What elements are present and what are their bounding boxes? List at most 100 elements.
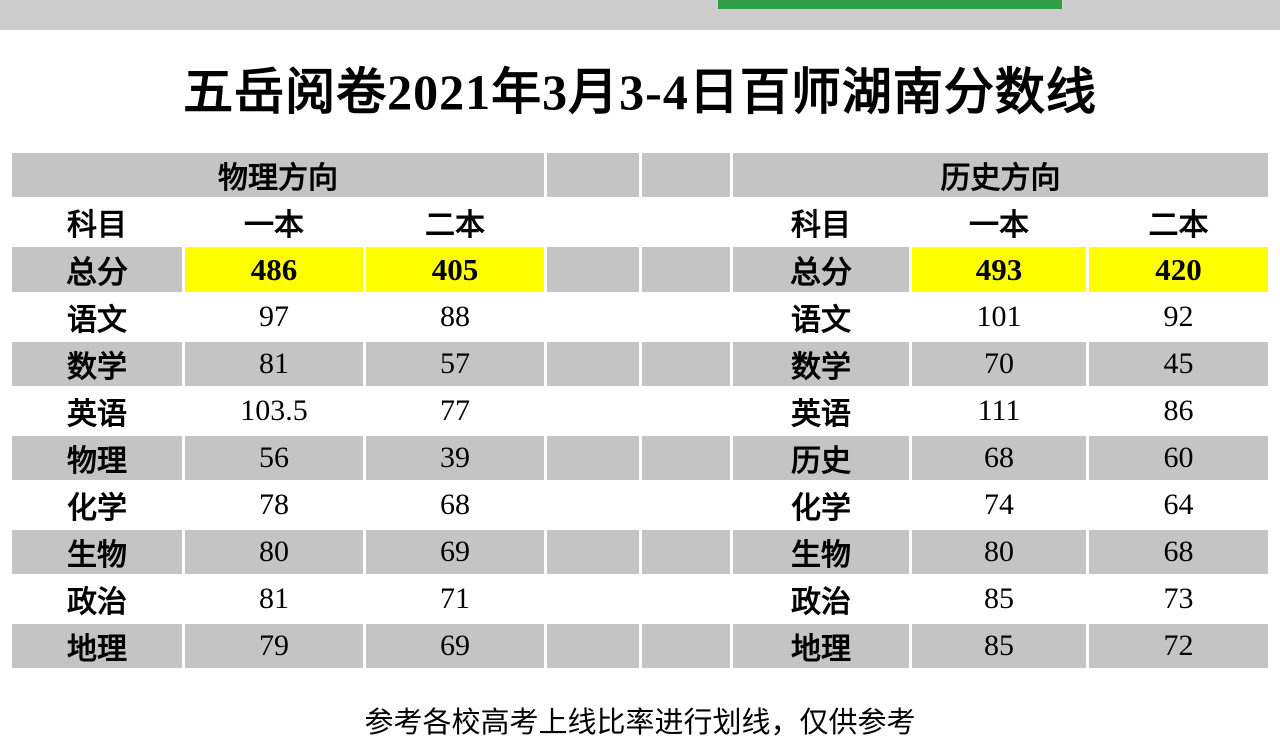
subject-cell: 总分	[733, 247, 909, 292]
spacer-cell	[547, 295, 639, 339]
score-cell: 81	[185, 342, 363, 386]
subject-cell: 历史	[733, 436, 909, 480]
score-cell: 78	[185, 483, 363, 527]
score-cell: 73	[1089, 577, 1268, 621]
spacer-cell	[547, 247, 639, 292]
table-row: 生物 80 69 生物 80 68	[12, 530, 1268, 574]
spacer-cell	[642, 200, 730, 244]
table-row: 语文 97 88 语文 101 92	[12, 295, 1268, 339]
subject-cell: 数学	[733, 342, 909, 386]
subject-cell: 化学	[733, 483, 909, 527]
column-header-row: 科目 一本 二本 科目 一本 二本	[12, 200, 1268, 244]
score-cell: 68	[366, 483, 544, 527]
subject-cell: 地理	[12, 624, 182, 668]
score-cell: 103.5	[185, 389, 363, 433]
table-row: 英语 103.5 77 英语 111 86	[12, 389, 1268, 433]
subject-cell: 地理	[733, 624, 909, 668]
subject-cell: 总分	[12, 247, 182, 292]
subject-cell: 化学	[12, 483, 182, 527]
column-header-tier1: 一本	[185, 200, 363, 244]
spacer-cell	[642, 342, 730, 386]
subject-cell: 语文	[12, 295, 182, 339]
table-row: 化学 78 68 化学 74 64	[12, 483, 1268, 527]
score-cell: 80	[912, 530, 1086, 574]
spacer-cell	[547, 389, 639, 433]
table-row: 地理 79 69 地理 85 72	[12, 624, 1268, 668]
score-cell: 79	[185, 624, 363, 668]
spacer-cell	[547, 483, 639, 527]
spacer-cell	[642, 483, 730, 527]
table-row: 数学 81 57 数学 70 45	[12, 342, 1268, 386]
total-row: 总分 486 405 总分 493 420	[12, 247, 1268, 292]
spacer-cell	[547, 577, 639, 621]
score-cell: 88	[366, 295, 544, 339]
score-cell: 69	[366, 530, 544, 574]
top-bar	[0, 0, 1280, 30]
table-row: 政治 81 71 政治 85 73	[12, 577, 1268, 621]
subject-cell: 英语	[733, 389, 909, 433]
spacer-cell	[642, 577, 730, 621]
score-cell: 97	[185, 295, 363, 339]
spacer-cell	[547, 153, 639, 197]
subject-cell: 语文	[733, 295, 909, 339]
score-cell: 81	[185, 577, 363, 621]
score-cell: 71	[366, 577, 544, 621]
direction-header-row: 物理方向 历史方向	[12, 153, 1268, 197]
score-table: 物理方向 历史方向 科目 一本 二本 科目 一本 二本 总分 486 405 总…	[9, 150, 1271, 671]
column-header-tier1: 一本	[912, 200, 1086, 244]
score-cell: 56	[185, 436, 363, 480]
spacer-cell	[547, 342, 639, 386]
score-cell: 60	[1089, 436, 1268, 480]
subject-cell: 英语	[12, 389, 182, 433]
right-direction-label: 历史方向	[733, 153, 1268, 197]
spacer-cell	[642, 295, 730, 339]
subject-cell: 数学	[12, 342, 182, 386]
total-score-cell-highlighted: 405	[366, 247, 544, 292]
table-row: 物理 56 39 历史 68 60	[12, 436, 1268, 480]
footer-note: 参考各校高考上线比率进行划线，仅供参考	[0, 671, 1280, 752]
subject-cell: 生物	[12, 530, 182, 574]
score-cell: 111	[912, 389, 1086, 433]
spacer-cell	[642, 436, 730, 480]
score-cell: 72	[1089, 624, 1268, 668]
score-cell: 70	[912, 342, 1086, 386]
green-accent-bar	[718, 0, 1062, 9]
score-cell: 45	[1089, 342, 1268, 386]
column-header-subject: 科目	[12, 200, 182, 244]
page-title: 五岳阅卷2021年3月3-4日百师湖南分数线	[183, 64, 1097, 120]
spacer-cell	[642, 389, 730, 433]
score-cell: 57	[366, 342, 544, 386]
score-cell: 85	[912, 577, 1086, 621]
score-cell: 77	[366, 389, 544, 433]
total-score-cell-highlighted: 493	[912, 247, 1086, 292]
column-header-tier2: 二本	[366, 200, 544, 244]
subject-cell: 政治	[733, 577, 909, 621]
score-cell: 92	[1089, 295, 1268, 339]
spacer-cell	[547, 624, 639, 668]
column-header-tier2: 二本	[1089, 200, 1268, 244]
score-cell: 101	[912, 295, 1086, 339]
subject-cell: 政治	[12, 577, 182, 621]
score-cell: 68	[1089, 530, 1268, 574]
spacer-cell	[547, 530, 639, 574]
column-header-subject: 科目	[733, 200, 909, 244]
score-cell: 39	[366, 436, 544, 480]
subject-cell: 物理	[12, 436, 182, 480]
total-score-cell-highlighted: 420	[1089, 247, 1268, 292]
score-cell: 69	[366, 624, 544, 668]
score-cell: 86	[1089, 389, 1268, 433]
spacer-cell	[642, 624, 730, 668]
score-cell: 68	[912, 436, 1086, 480]
spacer-cell	[642, 247, 730, 292]
score-cell: 85	[912, 624, 1086, 668]
spacer-cell	[642, 153, 730, 197]
score-cell: 74	[912, 483, 1086, 527]
spacer-cell	[547, 436, 639, 480]
left-direction-label: 物理方向	[12, 153, 544, 197]
score-cell: 64	[1089, 483, 1268, 527]
total-score-cell-highlighted: 486	[185, 247, 363, 292]
spacer-cell	[642, 530, 730, 574]
score-cell: 80	[185, 530, 363, 574]
spacer-cell	[547, 200, 639, 244]
subject-cell: 生物	[733, 530, 909, 574]
